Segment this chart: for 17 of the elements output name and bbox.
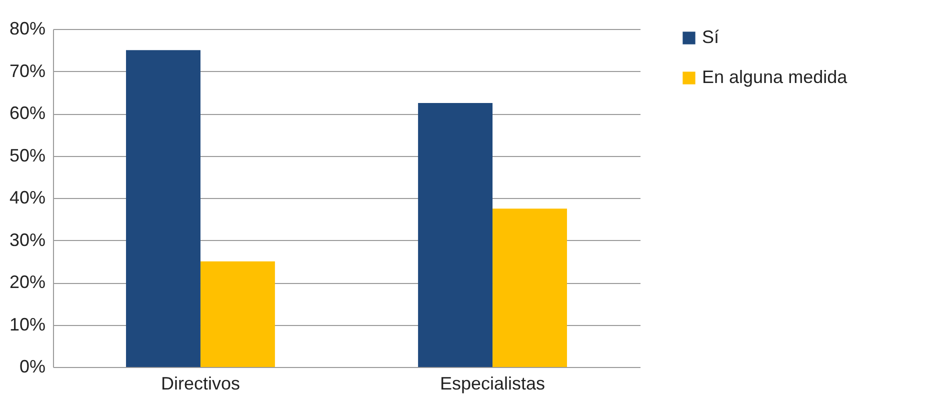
y-tick-label: 10% <box>9 314 46 334</box>
y-tick-label: 60% <box>9 103 46 123</box>
y-tick-label: 70% <box>9 60 46 81</box>
x-tick-label: Directivos <box>160 374 240 394</box>
x-tick-label: Especialistas <box>440 374 546 394</box>
y-tick-label: 0% <box>19 356 46 376</box>
y-tick-label: 20% <box>9 272 46 292</box>
bar <box>126 50 200 367</box>
y-tick-label: 30% <box>9 230 46 250</box>
bar <box>418 102 493 367</box>
bar <box>200 261 275 367</box>
y-tick-label: 40% <box>9 188 46 208</box>
legend-label: En alguna medida <box>702 67 848 87</box>
y-tick-label: 80% <box>9 18 46 38</box>
bar <box>492 208 567 367</box>
legend-label: Sí <box>702 27 720 47</box>
y-tick-label: 50% <box>9 145 46 166</box>
